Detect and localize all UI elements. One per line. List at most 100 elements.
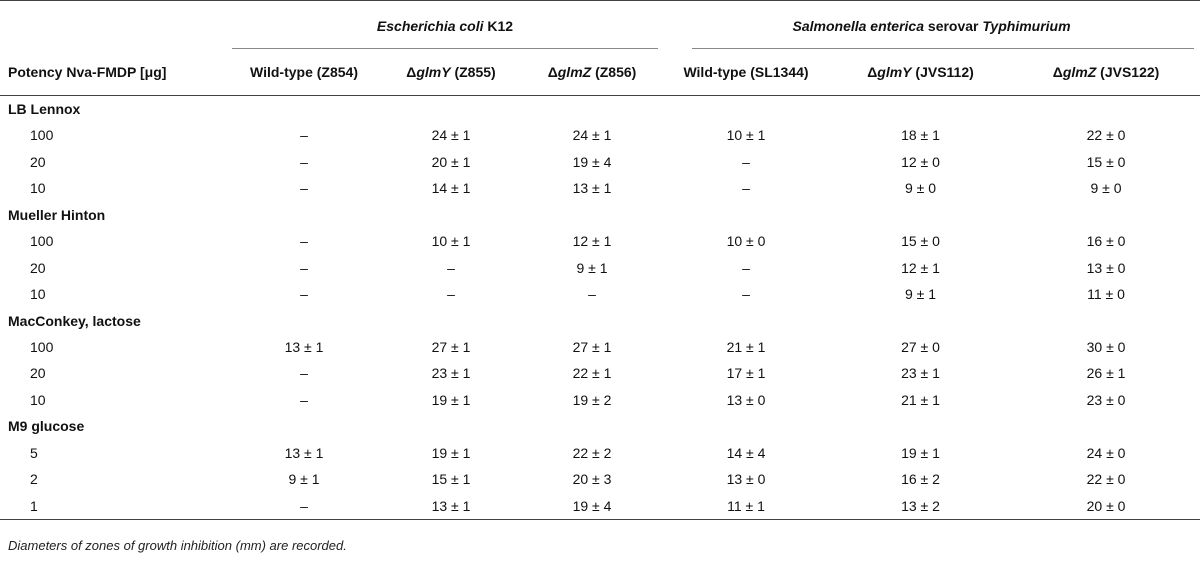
potency-cell: 5: [30, 444, 38, 461]
inhibition-zone-cell: 12 ± 1: [572, 233, 612, 250]
column-header-gene: glmZ: [1062, 63, 1097, 80]
inhibition-zone-cell: 9 ± 1: [904, 286, 937, 303]
inhibition-zone-cell: 24 ± 0: [1086, 444, 1126, 461]
table-row: 20 – 23 ± 1 22 ± 1 17 ± 1 23 ± 1 26 ± 1: [0, 360, 1200, 387]
ecoli-group-rule: [232, 48, 658, 49]
inhibition-zone-cell: 22 ± 0: [1086, 471, 1126, 488]
salmonella-group-rule: [692, 48, 1194, 49]
inhibition-zone-cell: 10 ± 1: [726, 127, 766, 144]
section-title: Mueller Hinton: [8, 206, 106, 223]
table-row: 5 13 ± 1 19 ± 1 22 ± 2 14 ± 4 19 ± 1 24 ± 0: [0, 439, 1200, 466]
potency-cell: 10: [30, 392, 46, 409]
potency-cell: 20: [30, 153, 46, 170]
inhibition-zone-cell: 9 ± 1: [288, 471, 320, 488]
inhibition-zone-cell: –: [300, 365, 308, 382]
column-header-0: Potency Nva-FMDP [μg]: [0, 48, 227, 96]
section-row: M9 glucose: [0, 413, 1200, 439]
table-row: 20 – 20 ± 1 19 ± 4 – 12 ± 0 15 ± 0: [0, 149, 1200, 176]
inhibition-zone-cell: 21 ± 1: [901, 392, 940, 409]
section-row: Mueller Hinton: [0, 202, 1200, 228]
table-footnote: Diameters of zones of growth inhibition …: [8, 538, 347, 553]
inhibition-zone-cell: 19 ± 1: [901, 444, 940, 461]
table-row: 2 9 ± 1 15 ± 1 20 ± 3 13 ± 0 16 ± 2 22 ± 0: [0, 466, 1200, 493]
column-header-strain: (JVS112): [911, 63, 974, 80]
salmonella-species-name: Salmonella enterica: [792, 18, 925, 34]
inhibition-zone-cell: 13 ± 1: [572, 180, 612, 197]
inhibition-zone-cell: 24 ± 1: [431, 127, 471, 144]
inhibition-zone-cell: 18 ± 1: [901, 127, 940, 144]
table-row: 100 13 ± 1 27 ± 1 27 ± 1 21 ± 1 27 ± 0 30 ± 0: [0, 334, 1200, 361]
inhibition-zone-cell: 9 ± 0: [1090, 180, 1122, 197]
inhibition-zone-cell: –: [300, 286, 308, 303]
inhibition-zone-cell: 14 ± 1: [431, 180, 471, 197]
inhibition-zone-cell: –: [227, 492, 381, 521]
inhibition-zone-cell: –: [588, 286, 596, 303]
column-header-prefix: Potency Nva-FMDP [μg]: [8, 63, 167, 80]
potency-cell: 100: [30, 338, 54, 355]
table-row: 20 – – 9 ± 1 – 12 ± 1 13 ± 0: [0, 254, 1200, 281]
inhibition-zone-cell: 30 ± 0: [1086, 338, 1126, 355]
inhibition-zone-cell: 13 ± 0: [726, 392, 766, 409]
inhibition-zone-cell: 19 ± 2: [572, 392, 612, 409]
column-header-gene: glmY: [877, 63, 912, 80]
salmonella-serovar-name: Typhimurium: [982, 18, 1071, 34]
table-row: 1–13 ± 1 19 ± 4 11 ± 1 13 ± 2 20 ± 0: [0, 492, 1200, 521]
inhibition-zone-cell: 15 ± 1: [431, 471, 471, 488]
inhibition-zone-cell: –: [300, 233, 308, 250]
inhibition-zone-cell: –: [742, 259, 750, 276]
potency-cell: 10: [30, 286, 46, 303]
column-header-strain: (JVS122): [1096, 63, 1160, 80]
section-title: M9 glucose: [8, 418, 85, 435]
ecoli-strain-name: K12: [483, 18, 514, 34]
data-table: Escherichia coli K12 Salmonella enterica…: [0, 4, 1200, 521]
column-header-5: ΔglmY (JVS112): [829, 48, 1012, 96]
inhibition-zone-cell: –: [300, 127, 308, 144]
top-rule: [0, 0, 1200, 1]
potency-cell: 1: [0, 492, 227, 521]
inhibition-zone-cell: 22 ± 1: [572, 365, 612, 382]
inhibition-zone-cell: 12 ± 0: [901, 153, 940, 170]
inhibition-zone-cell: 20 ± 0: [1012, 492, 1200, 521]
inhibition-zone-cell: 27 ± 1: [431, 338, 471, 355]
inhibition-zone-cell: 26 ± 1: [1086, 365, 1126, 382]
inhibition-zone-cell: 22 ± 2: [572, 444, 612, 461]
inhibition-zone-cell: 13 ± 0: [726, 471, 766, 488]
column-header-2: ΔglmY (Z855): [381, 48, 521, 96]
inhibition-zone-cell: 15 ± 0: [901, 233, 940, 250]
column-header-4: Wild-type (SL1344): [663, 48, 829, 96]
group-header-ecoli: Escherichia coli K12: [227, 4, 663, 48]
inhibition-zone-cell: 14 ± 4: [726, 444, 766, 461]
section-title: LB Lennox: [8, 101, 81, 117]
ecoli-species-name: Escherichia coli: [376, 18, 484, 34]
inhibition-zone-cell: 23 ± 1: [431, 365, 471, 382]
inhibition-zone-cell: 19 ± 1: [431, 444, 471, 461]
inhibition-zone-cell: 20 ± 3: [572, 471, 612, 488]
inhibition-zone-cell: 19 ± 4: [572, 153, 612, 170]
column-header-strain: (Z855): [450, 63, 496, 80]
inhibition-zone-cell: 16 ± 0: [1086, 233, 1126, 250]
column-header-gene: glmY: [416, 63, 451, 80]
inhibition-zone-cell: 22 ± 0: [1086, 127, 1126, 144]
group-header-salmonella: Salmonella enterica serovar Typhimurium: [663, 4, 1200, 48]
inhibition-zone-cell: 9 ± 0: [904, 180, 937, 197]
section-row: LB Lennox: [0, 96, 1200, 123]
inhibition-zone-cell: –: [300, 259, 308, 276]
table-row: 10 – – – – 9 ± 1 11 ± 0: [0, 281, 1200, 308]
section-title: MacConkey, lactose: [8, 312, 141, 329]
inhibition-zone-cell: 12 ± 1: [901, 259, 940, 276]
potency-cell: 10: [30, 180, 46, 197]
table-row: 100 – 24 ± 1 24 ± 1 10 ± 1 18 ± 1 22 ± 0: [0, 122, 1200, 149]
column-header-1: Wild-type (Z854): [227, 48, 381, 96]
column-header-prefix: Wild-type (SL1344): [683, 63, 809, 80]
salmonella-serovar-label: serovar: [924, 18, 983, 34]
inhibition-zone-cell: 10 ± 1: [431, 233, 471, 250]
column-header-3: ΔglmZ (Z856): [521, 48, 663, 96]
inhibition-zone-cell: 13 ± 2: [829, 492, 1013, 521]
inhibition-zone-cell: 27 ± 0: [901, 338, 940, 355]
inhibition-zone-cell: 13 ± 1: [284, 444, 324, 461]
inhibition-zone-cell: 11 ± 1: [663, 492, 830, 521]
table-row: 10 – 14 ± 1 13 ± 1 – 9 ± 0 9 ± 0: [0, 175, 1200, 202]
inhibition-zone-cell: 9 ± 1: [576, 259, 608, 276]
group-header-row: Escherichia coli K12 Salmonella enterica…: [0, 4, 1200, 48]
